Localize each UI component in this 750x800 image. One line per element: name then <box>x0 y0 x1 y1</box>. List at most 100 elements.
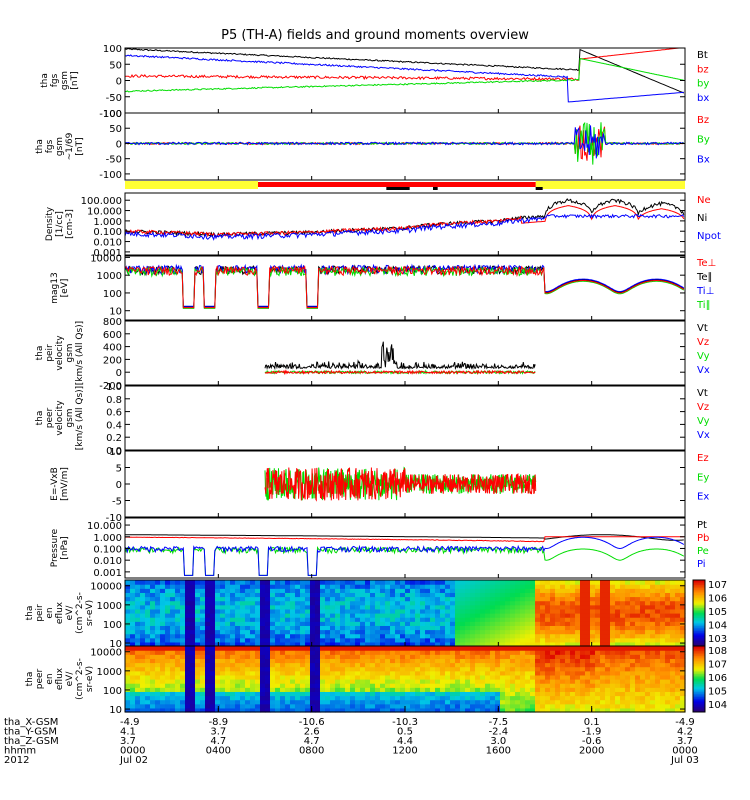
spectrogram-cell <box>505 658 511 664</box>
spectrogram-cell <box>210 592 216 598</box>
spectrogram-cell <box>195 641 201 647</box>
spectrogram-cell <box>395 588 401 593</box>
spectrogram-cell <box>215 633 221 639</box>
spectrogram-cell <box>240 600 246 606</box>
spectrogram-cell <box>620 662 626 668</box>
spectrogram-cell <box>640 592 646 598</box>
spectrogram-cell <box>280 670 286 676</box>
spectrogram-cell <box>195 695 201 701</box>
spectrogram-cell <box>365 662 371 668</box>
spectrogram-cell <box>670 670 676 676</box>
spectrogram-cell <box>265 596 271 602</box>
spectrogram-cell <box>530 604 536 610</box>
spectrogram-cell <box>470 633 476 639</box>
spectrogram-cell <box>345 588 351 593</box>
spectrogram-cell <box>270 633 276 639</box>
spectrogram-cell <box>325 641 331 647</box>
spectrogram-cell <box>470 646 476 651</box>
spectrogram-cell <box>615 584 621 589</box>
spectrogram-cell <box>445 650 451 655</box>
spectrogram-cell <box>450 592 456 598</box>
spectrogram-cell <box>140 703 146 709</box>
spectrogram-cell <box>370 608 376 614</box>
spectrogram-cell <box>400 646 406 651</box>
spectrogram-cell <box>150 617 156 622</box>
spectrogram-cell <box>610 679 616 684</box>
spectrogram-cell <box>425 650 431 655</box>
spectrogram-cell <box>215 625 221 631</box>
spectrogram-cell <box>590 670 596 676</box>
spectrogram-cell <box>205 633 211 639</box>
spectrogram-cell <box>320 699 326 705</box>
spectrogram-cell <box>390 670 396 676</box>
spectrogram-cell <box>620 666 626 672</box>
spectrogram-cell <box>200 613 206 618</box>
spectrogram-cell <box>155 670 161 676</box>
spectrogram-cell <box>385 683 391 688</box>
spectrogram-cell <box>675 666 681 672</box>
spectrogram-cell <box>280 608 286 614</box>
spectrogram-cell <box>370 683 376 688</box>
spectrogram-cell <box>550 584 556 589</box>
y-axis-label: sr-eV) <box>85 666 95 692</box>
spectrogram-cell <box>205 621 211 626</box>
spectrogram-cell <box>675 707 681 713</box>
spectrogram-cell <box>380 707 386 713</box>
spectrogram-cell <box>195 654 201 659</box>
spectrogram-cell <box>435 703 441 709</box>
spectrogram-cell <box>360 691 366 697</box>
spectrogram-cell <box>495 617 501 622</box>
spectrogram-cell <box>440 621 446 626</box>
spectrogram-cell <box>370 687 376 692</box>
spectrogram-cell <box>335 637 341 643</box>
spectrogram-cell <box>155 666 161 672</box>
footer-value: 0000 <box>672 746 697 757</box>
spectrogram-cell <box>160 699 166 705</box>
spectrogram-cell <box>325 687 331 692</box>
spectrogram-cell <box>165 646 171 651</box>
spectrogram-cell <box>465 666 471 672</box>
spectrogram-cell <box>550 707 556 713</box>
spectrogram-cell <box>410 625 416 631</box>
footer-value: 4.7 <box>304 736 320 747</box>
spectrogram-cell <box>425 596 431 602</box>
spectrogram-cell <box>400 596 406 602</box>
spectrogram-cell <box>300 592 306 598</box>
spectrogram-cell <box>475 625 481 631</box>
spectrogram-cell <box>655 691 661 697</box>
spectrogram-cell <box>515 617 521 622</box>
spectrogram-cell <box>640 613 646 618</box>
spectrogram-cell <box>390 600 396 606</box>
spectrogram-cell <box>285 588 291 593</box>
spectrogram-cell <box>545 584 551 589</box>
spectrogram-cell <box>220 600 226 606</box>
spectrogram-cell <box>225 621 231 626</box>
spectrogram-cell <box>510 617 516 622</box>
spectrogram-cell <box>620 637 626 643</box>
spectrogram-cell <box>465 608 471 614</box>
spectrogram-cell <box>680 670 686 676</box>
spectrogram-cell <box>190 654 196 659</box>
spectrogram-cell <box>295 679 301 684</box>
spectrogram-cell <box>175 580 181 585</box>
spectrogram-cell <box>675 629 681 635</box>
spectrogram-cell <box>505 580 511 585</box>
spectrogram-cell <box>390 596 396 602</box>
y-axis-label: Pressure <box>50 528 60 567</box>
spectrogram-cell <box>175 604 181 610</box>
spectrogram-cell <box>325 596 331 602</box>
spectrogram-cell <box>140 641 146 647</box>
spectrogram-cell <box>630 580 636 585</box>
spectrogram-cell <box>245 613 251 618</box>
spectrogram-cell <box>440 703 446 709</box>
spectrogram-cell <box>535 674 541 680</box>
spectrogram-cell <box>155 580 161 585</box>
spectrogram-cell <box>330 625 336 631</box>
spectrogram-cell <box>230 650 236 655</box>
spectrogram-cell <box>135 592 141 598</box>
spectrogram-cell <box>360 604 366 610</box>
spectrogram-cell <box>455 683 461 688</box>
spectrogram-cell <box>145 691 151 697</box>
spectrogram-cell <box>460 691 466 697</box>
legend-Te⊥: Te⊥ <box>696 258 716 269</box>
